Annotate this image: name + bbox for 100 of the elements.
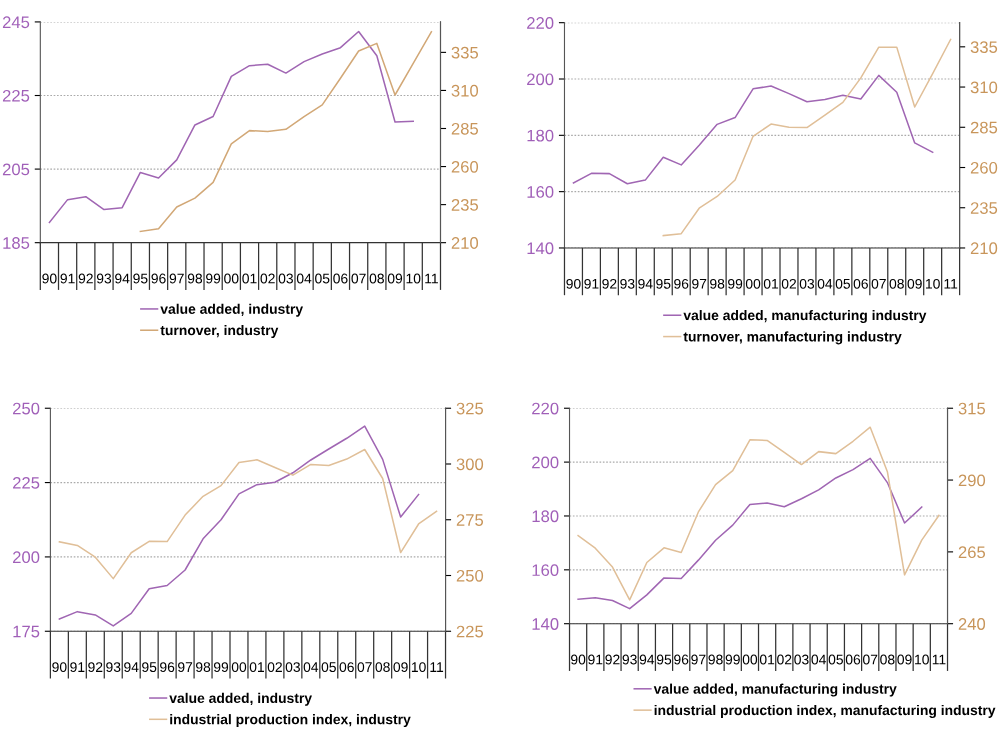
legend-label: turnover, industry — [160, 325, 279, 338]
x-tick-label: 05 — [315, 273, 330, 284]
y2-tick-label: 300 — [456, 458, 484, 471]
x-tick-label: 93 — [620, 278, 635, 289]
y2-tick-label: 260 — [970, 161, 998, 174]
x-tick-label: 09 — [897, 654, 912, 665]
x-tick-label: 01 — [249, 662, 264, 673]
x-tick-label: 90 — [566, 278, 581, 289]
x-tick-label: 06 — [339, 662, 354, 673]
x-tick-label: 95 — [656, 278, 671, 289]
line-series — [58, 425, 420, 627]
x-tick-label: 10 — [926, 278, 940, 289]
x-tick-label: 01 — [759, 654, 775, 665]
x-tick-label: 90 — [571, 654, 586, 665]
x-tick-label: 11 — [944, 279, 958, 289]
x-tick-label: 09 — [907, 278, 922, 289]
y2-tick-label: 285 — [970, 121, 998, 134]
x-tick-label: 99 — [728, 278, 743, 289]
x-tick-label: 09 — [387, 273, 403, 284]
x-tick-label: 96 — [674, 654, 689, 665]
x-tick-label: 91 — [60, 273, 75, 284]
x-tick-label: 03 — [285, 662, 300, 673]
x-tick-label: 11 — [932, 654, 946, 665]
x-tick-label: 96 — [160, 662, 175, 673]
y2-tick-label: 235 — [970, 202, 998, 214]
x-tick-label: 08 — [889, 278, 904, 289]
y2-tick-label: 310 — [451, 84, 479, 97]
legend-label: industrial production index, industry — [170, 714, 411, 728]
x-tick-label: 98 — [710, 278, 725, 289]
x-tick-label: 11 — [425, 273, 438, 284]
x-tick-label: 95 — [656, 654, 672, 665]
y-tick-label: 160 — [527, 186, 554, 198]
x-tick-label: 10 — [411, 662, 426, 673]
x-tick-label: 94 — [124, 662, 139, 673]
line-series — [572, 74, 934, 185]
x-tick-label: 08 — [369, 273, 384, 284]
x-tick-label: 05 — [835, 278, 851, 289]
x-tick-label: 02 — [777, 654, 792, 665]
x-tick-label: 90 — [52, 662, 67, 673]
y-tick-label: 185 — [3, 237, 30, 249]
y2-tick-label: 210 — [451, 237, 479, 249]
x-tick-label: 10 — [915, 654, 929, 665]
x-tick-label: 06 — [853, 278, 868, 289]
x-tick-label: 91 — [588, 654, 603, 665]
x-tick-label: 99 — [725, 654, 740, 665]
x-tick-label: 91 — [584, 278, 599, 289]
y2-tick-label: 310 — [970, 81, 998, 94]
x-tick-label: 07 — [871, 278, 886, 289]
x-tick-label: 97 — [691, 654, 706, 665]
x-tick-label: 98 — [195, 662, 211, 673]
legend-label: value added, industry — [169, 692, 312, 706]
line-series — [577, 457, 923, 610]
x-tick-label: 06 — [333, 273, 348, 284]
x-tick-label: 09 — [393, 662, 408, 673]
y-tick-label: 225 — [13, 476, 40, 489]
x-tick-label: 05 — [828, 654, 843, 665]
y2-tick-label: 275 — [456, 514, 484, 526]
y-tick-label: 175 — [13, 625, 40, 638]
legend-label: turnover, manufacturing industry — [683, 331, 902, 345]
x-tick-label: 04 — [811, 654, 826, 665]
x-tick-label: 07 — [357, 662, 372, 673]
x-tick-label: 99 — [213, 662, 229, 673]
y2-tick-label: 225 — [456, 625, 484, 638]
x-tick-label: 02 — [260, 273, 275, 284]
x-tick-label: 92 — [88, 662, 103, 673]
line-series — [139, 31, 433, 233]
x-tick-label: 03 — [278, 273, 293, 284]
y2-tick-label: 315 — [958, 402, 986, 415]
y2-tick-label: 260 — [451, 160, 479, 173]
y2-tick-label: 335 — [451, 46, 479, 59]
x-tick-label: 99 — [206, 273, 221, 284]
x-tick-label: 97 — [692, 278, 707, 289]
y-tick-label: 245 — [2, 16, 30, 29]
line-series — [48, 30, 414, 224]
x-tick-label: 91 — [70, 662, 85, 673]
x-tick-label: 00 — [745, 278, 761, 289]
x-tick-label: 07 — [863, 654, 878, 665]
y-tick-label: 160 — [532, 564, 559, 577]
x-tick-label: 01 — [242, 273, 257, 284]
legend-label: value added, industry — [160, 303, 304, 317]
x-tick-label: 00 — [224, 273, 239, 284]
y-tick-label: 205 — [2, 163, 30, 176]
x-tick-label: 92 — [602, 278, 617, 289]
x-tick-label: 03 — [794, 654, 809, 665]
y-tick-label: 200 — [532, 456, 559, 469]
x-tick-label: 95 — [142, 662, 157, 673]
legend-label: value added, manufacturing industry — [683, 310, 927, 324]
y2-tick-label: 240 — [958, 618, 986, 630]
x-tick-label: 93 — [96, 273, 112, 284]
y-tick-label: 140 — [527, 242, 554, 255]
x-tick-label: 92 — [605, 654, 620, 665]
y2-tick-label: 210 — [970, 242, 998, 255]
y-tick-label: 200 — [527, 73, 554, 86]
x-tick-label: 08 — [880, 654, 895, 665]
y-tick-label: 220 — [527, 17, 554, 29]
x-tick-label: 02 — [781, 278, 797, 289]
y-tick-label: 225 — [2, 89, 30, 102]
x-tick-label: 00 — [231, 662, 247, 673]
x-tick-label: 94 — [115, 273, 130, 284]
x-tick-label: 94 — [639, 654, 655, 665]
